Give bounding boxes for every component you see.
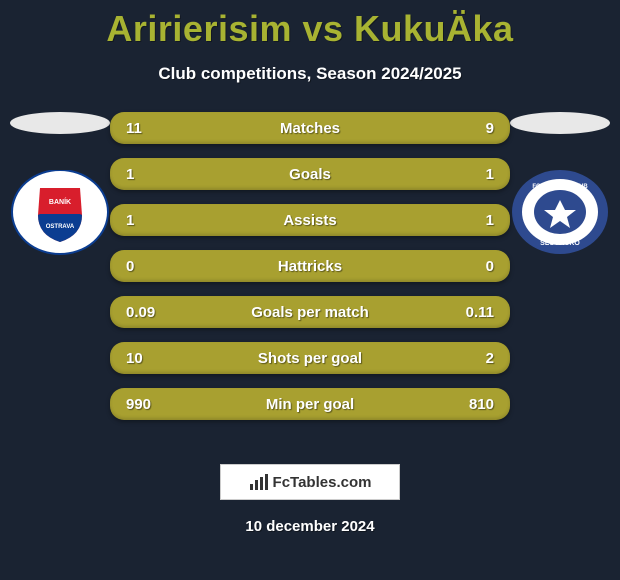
subtitle: Club competitions, Season 2024/2025: [0, 64, 620, 84]
stat-label: Goals per match: [110, 304, 510, 321]
stat-row: 11 Matches 9: [110, 112, 510, 144]
stats-list: 11 Matches 9 1 Goals 1 1 Assists 1 0 Hat…: [110, 112, 510, 434]
stat-row: 0.09 Goals per match 0.11: [110, 296, 510, 328]
stat-right-value: 2: [486, 350, 494, 367]
stat-right-value: 1: [486, 212, 494, 229]
stat-row: 990 Min per goal 810: [110, 388, 510, 420]
stat-label: Shots per goal: [110, 350, 510, 367]
team-badge-right: FOTBALOVÝ KLUB SLOVÁCKO: [510, 170, 610, 255]
page-title: Aririerisim vs KukuÄka: [0, 0, 620, 50]
stat-label: Min per goal: [110, 396, 510, 413]
stat-right-value: 9: [486, 120, 494, 137]
stat-right-value: 0.11: [466, 304, 494, 321]
team-badge-left: BANÍK OSTRAVA: [10, 170, 110, 255]
stat-right-value: 1: [486, 166, 494, 183]
flag-right-placeholder: [510, 112, 610, 134]
stat-row: 1 Goals 1: [110, 158, 510, 190]
stat-label: Matches: [110, 120, 510, 137]
svg-text:BANÍK: BANÍK: [49, 197, 71, 206]
svg-text:OSTRAVA: OSTRAVA: [46, 224, 75, 230]
stat-right-value: 0: [486, 258, 494, 275]
comparison-area: BANÍK OSTRAVA FOTBALOVÝ KLUB SLOVÁCKO 11…: [0, 112, 620, 442]
stat-row: 10 Shots per goal 2: [110, 342, 510, 374]
stat-label: Goals: [110, 166, 510, 183]
stat-right-value: 810: [469, 396, 494, 413]
stat-label: Hattricks: [110, 258, 510, 275]
chart-icon: [249, 473, 269, 491]
site-badge[interactable]: FcTables.com: [220, 464, 400, 500]
date-text: 10 december 2024: [0, 518, 620, 535]
stat-label: Assists: [110, 212, 510, 229]
stat-row: 0 Hattricks 0: [110, 250, 510, 282]
flag-left-placeholder: [10, 112, 110, 134]
site-badge-text: FcTables.com: [273, 474, 372, 491]
svg-text:FOTBALOVÝ KLUB: FOTBALOVÝ KLUB: [532, 183, 588, 190]
svg-text:SLOVÁCKO: SLOVÁCKO: [540, 238, 580, 247]
stat-row: 1 Assists 1: [110, 204, 510, 236]
